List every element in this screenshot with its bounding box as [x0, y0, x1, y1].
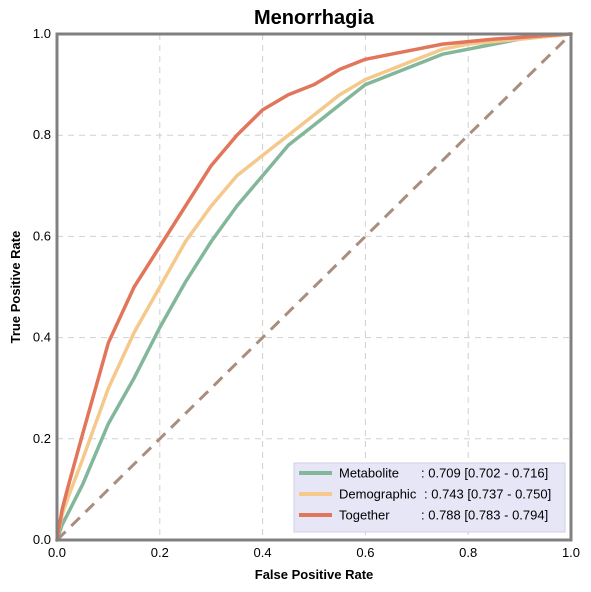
chance-diagonal-line — [55, 32, 573, 542]
x-tick-label-0: 0.0 — [48, 545, 66, 560]
y-tick-label-0: 0.0 — [33, 532, 51, 547]
x-axis-title: False Positive Rate — [255, 567, 374, 582]
x-tick-label-5: 1.0 — [562, 545, 580, 560]
x-tick-label-3: 0.6 — [356, 545, 374, 560]
legend-box — [293, 462, 566, 533]
series-line-together — [55, 32, 573, 542]
y-tick-label-1: 0.2 — [33, 431, 51, 446]
plot-frame — [55, 32, 573, 542]
y-tick-label-5: 1.0 — [33, 26, 51, 41]
legend-name-demographic: Demographic — [339, 487, 417, 502]
series-line-demographic — [55, 32, 573, 542]
legend-auc-together: : 0.788 [0.783 - 0.794] — [421, 508, 548, 523]
legend: Metabolite : 0.709 [0.702 - 0.716] Demogra… — [293, 462, 566, 533]
y-tick-labels: 0.0 0.2 0.4 0.6 0.8 1.0 — [33, 26, 51, 547]
y-tick-label-2: 0.4 — [33, 330, 51, 345]
series-line-metabolite — [55, 32, 573, 542]
legend-auc-metabolite: : 0.709 [0.702 - 0.716] — [421, 466, 548, 481]
legend-auc-demographic: : 0.743 [0.737 - 0.750] — [424, 487, 551, 502]
x-tick-label-4: 0.8 — [459, 545, 477, 560]
y-axis-title: True Positive Rate — [8, 231, 23, 344]
x-tick-labels: 0.0 0.2 0.4 0.6 0.8 1.0 — [48, 545, 580, 560]
series-group — [55, 32, 573, 542]
x-tick-label-1: 0.2 — [151, 545, 169, 560]
x-tick-label-2: 0.4 — [254, 545, 272, 560]
legend-name-metabolite: Metabolite — [339, 466, 399, 481]
legend-name-together: Together — [339, 508, 390, 523]
chart-title: Menorrhagia — [254, 7, 375, 29]
y-tick-label-4: 0.8 — [33, 127, 51, 142]
y-tick-label-3: 0.6 — [33, 228, 51, 243]
